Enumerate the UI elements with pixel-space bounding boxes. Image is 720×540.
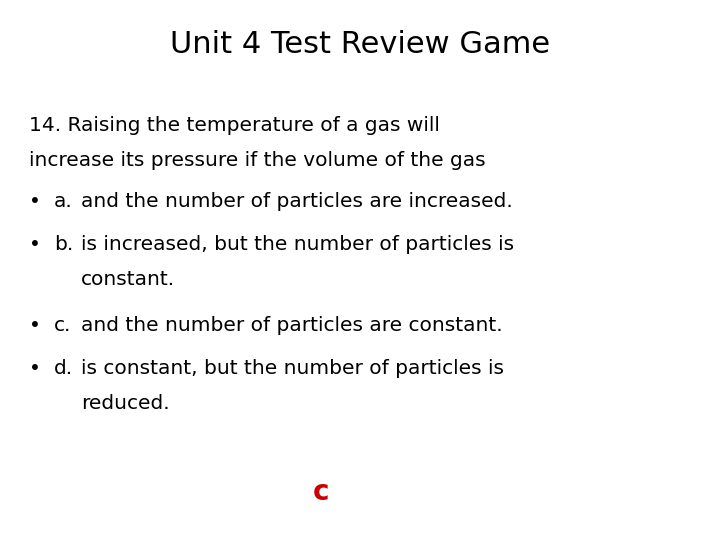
- Text: •: •: [29, 235, 40, 254]
- Text: constant.: constant.: [81, 270, 176, 289]
- Text: and the number of particles are increased.: and the number of particles are increase…: [81, 192, 513, 211]
- Text: 14. Raising the temperature of a gas will: 14. Raising the temperature of a gas wil…: [29, 116, 440, 135]
- Text: c: c: [313, 478, 330, 506]
- Text: reduced.: reduced.: [81, 394, 170, 413]
- Text: a.: a.: [54, 192, 73, 211]
- Text: is constant, but the number of particles is: is constant, but the number of particles…: [81, 359, 504, 378]
- Text: Unit 4 Test Review Game: Unit 4 Test Review Game: [170, 30, 550, 59]
- Text: d.: d.: [54, 359, 73, 378]
- Text: increase its pressure if the volume of the gas: increase its pressure if the volume of t…: [29, 151, 485, 170]
- Text: b.: b.: [54, 235, 73, 254]
- Text: •: •: [29, 192, 40, 211]
- Text: is increased, but the number of particles is: is increased, but the number of particle…: [81, 235, 515, 254]
- Text: •: •: [29, 359, 40, 378]
- Text: and the number of particles are constant.: and the number of particles are constant…: [81, 316, 503, 335]
- Text: c.: c.: [54, 316, 71, 335]
- Text: •: •: [29, 316, 40, 335]
